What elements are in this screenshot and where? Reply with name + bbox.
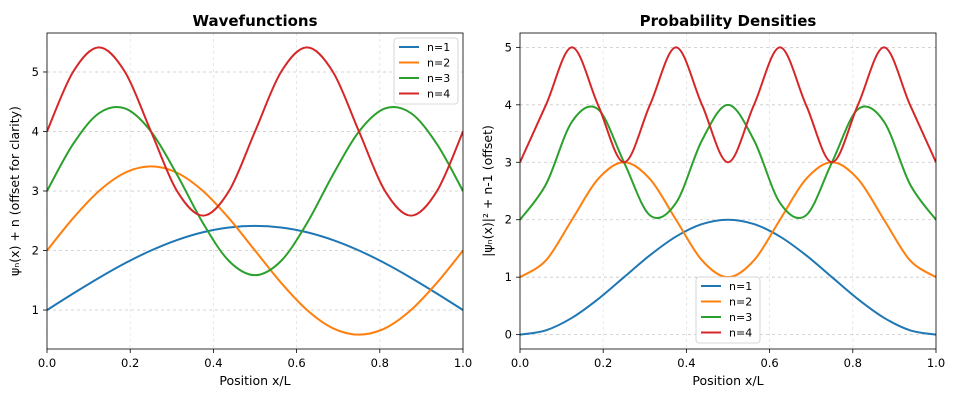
axes-frame: [46, 32, 464, 350]
subplot-1: 0.0 0.2 0.4 0.6 0.8 1.0 1 2 3 4 5 Wavefunctions Posi…: [7, 12, 472, 388]
legend-box: [393, 37, 459, 105]
legend-label: n=4: [427, 88, 450, 101]
x-axis-label: Position x/L: [692, 373, 763, 388]
legend: n=1 n=2 n=3 n=4: [393, 37, 459, 105]
chart-title: Wavefunctions: [192, 12, 317, 30]
axes-frame: [519, 32, 937, 350]
y-tick-label: 5: [32, 65, 39, 79]
legend-box: [695, 276, 761, 344]
series-line-n=3: [520, 103, 936, 221]
legend-label: n=2: [729, 296, 752, 309]
y-tick-label: 4: [32, 124, 39, 138]
chart-title: Probability Densities: [640, 12, 817, 30]
x-axis-label: Position x/L: [219, 373, 290, 388]
legend-label: n=2: [427, 57, 450, 70]
x-tick-label: 0.6: [287, 356, 305, 370]
x-tick-label: 0.2: [594, 356, 612, 370]
y-axis-label: ψₙ(x) + n (offset for clarity): [7, 106, 22, 276]
legend-label: n=4: [729, 327, 752, 340]
legend-label: n=1: [729, 280, 752, 293]
x-tick-label: 0.8: [371, 356, 389, 370]
series-line-n=1: [47, 224, 463, 311]
legend: n=1 n=2 n=3 n=4: [695, 276, 761, 344]
legend-label: n=3: [427, 72, 450, 85]
y-tick-label: 2: [32, 244, 39, 258]
x-tick-label: 1.0: [454, 356, 472, 370]
x-tick-label: 0.2: [121, 356, 139, 370]
y-tick-label: 1: [32, 303, 39, 317]
x-tick-label: 0.4: [677, 356, 695, 370]
y-tick-label: 3: [505, 155, 512, 169]
x-tick-label: 0.6: [760, 356, 778, 370]
y-tick-label: 4: [505, 98, 512, 112]
series-line-n=4: [520, 46, 936, 164]
series-line-n=2: [47, 165, 463, 336]
legend-label: n=3: [729, 311, 752, 324]
x-tick-label: 0.8: [844, 356, 862, 370]
series-line-n=4: [47, 46, 463, 217]
series-line-n=3: [47, 106, 463, 277]
y-tick-label: 2: [505, 213, 512, 227]
legend-label: n=1: [427, 41, 450, 54]
x-tick-label: 0.0: [511, 356, 529, 370]
x-tick-label: 1.0: [927, 356, 945, 370]
y-tick-label: 5: [505, 40, 512, 54]
y-axis-label: |ψₙ(x)|² + n-1 (offset): [480, 125, 495, 257]
x-tick-label: 0.0: [38, 356, 56, 370]
y-tick-label: 3: [32, 184, 39, 198]
y-tick-label: 1: [505, 270, 512, 284]
y-tick-label: 0: [505, 328, 512, 342]
subplot-2: 0.0 0.2 0.4 0.6 0.8 1.0 0 1 2 3 4 5 Probability Dens…: [480, 12, 945, 388]
x-tick-label: 0.4: [204, 356, 222, 370]
series-line-n=1: [520, 218, 936, 336]
